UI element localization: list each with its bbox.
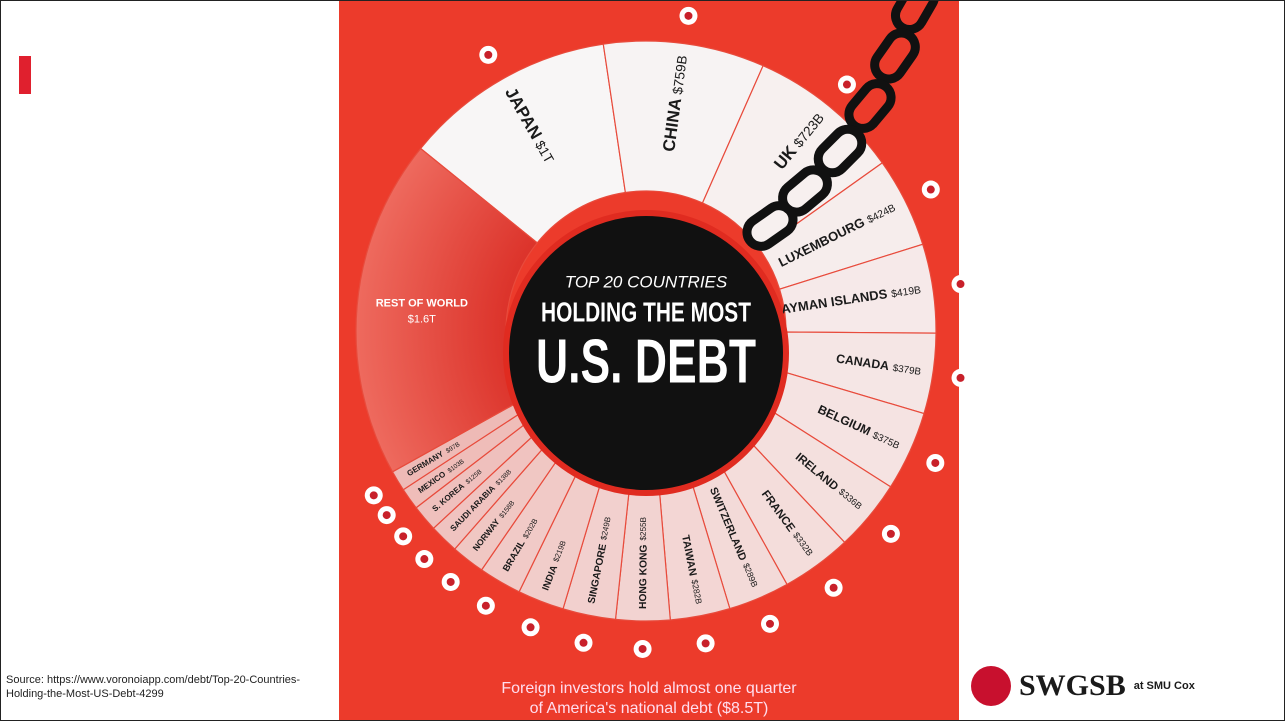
flag-icon-center (580, 639, 588, 647)
flag-icon-center (639, 645, 647, 653)
flag-icon-center (957, 374, 965, 382)
flag-icon-center (766, 620, 774, 628)
wedge-label: HONG KONG $255B (638, 516, 650, 609)
category-label: REST OF WORLD (376, 297, 468, 309)
value-label: $1.6T (408, 313, 436, 325)
flag-icon-center (887, 530, 895, 538)
flag-icon-center (927, 186, 935, 194)
flag-icon-center (370, 491, 378, 499)
logo-name: SWGSB (1019, 669, 1126, 703)
flag-icon-center (830, 584, 838, 592)
flag-icon-center (957, 280, 965, 288)
flag-icon-center (420, 555, 428, 563)
chart-title: TOP 20 COUNTRIES (565, 272, 728, 291)
logo-tagline: at SMU Cox (1134, 680, 1195, 692)
flag-icon-center (399, 532, 407, 540)
logo: SWGSB at SMU Cox (971, 661, 1195, 711)
flag-icon-center (383, 511, 391, 519)
flag-icon-center (447, 578, 455, 586)
source-note: Source: https://www.voronoiapp.com/debt/… (6, 673, 326, 701)
category-label: HONG KONG (638, 545, 650, 609)
logo-seal (971, 666, 1011, 706)
flag-icon-center (931, 459, 939, 467)
flag-icon-center (684, 12, 692, 20)
value-label: $255B (639, 516, 648, 540)
flag-icon-center (484, 51, 492, 59)
flag-icon-center (843, 81, 851, 89)
caption: of America's national debt ($8.5T) (530, 700, 769, 717)
caption: Foreign investors hold almost one quarte… (501, 680, 797, 697)
chart-subtitle: HOLDING THE MOST (541, 296, 751, 327)
flag-icon-center (702, 639, 710, 647)
flag-icon-center (482, 602, 490, 610)
chart: JAPAN$1TCHINA$759BUK$723BLUXEMBOURG$424B… (1, 1, 1284, 720)
chart-headline: U.S. DEBT (536, 327, 756, 396)
flag-icon-center (527, 623, 535, 631)
slide: JAPAN$1TCHINA$759BUK$723BLUXEMBOURG$424B… (0, 0, 1285, 721)
